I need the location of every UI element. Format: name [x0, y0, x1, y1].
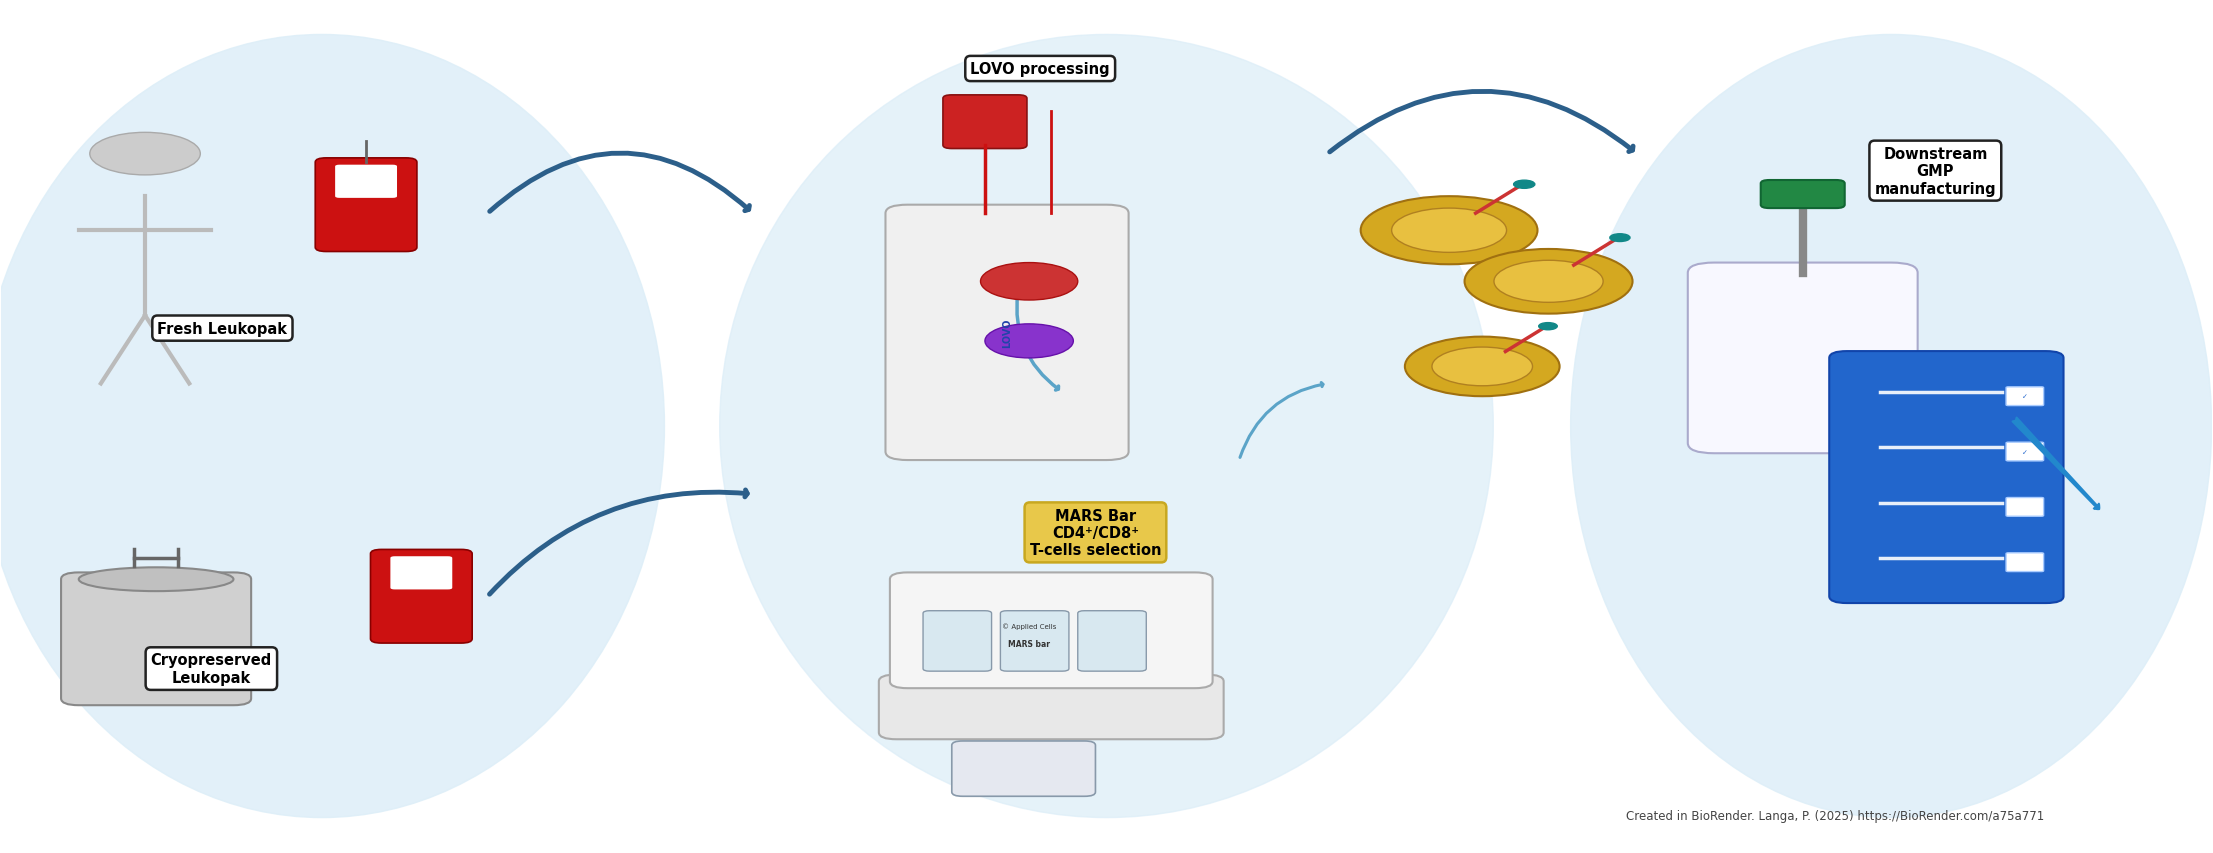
FancyBboxPatch shape — [1000, 611, 1069, 671]
Circle shape — [985, 324, 1073, 358]
Text: MARS bar: MARS bar — [1009, 639, 1051, 647]
FancyBboxPatch shape — [2005, 387, 2043, 406]
FancyBboxPatch shape — [1830, 351, 2063, 603]
Circle shape — [1361, 197, 1538, 265]
FancyBboxPatch shape — [885, 206, 1129, 461]
FancyBboxPatch shape — [314, 159, 416, 252]
Text: ✓: ✓ — [2023, 449, 2027, 455]
FancyBboxPatch shape — [879, 675, 1224, 740]
Circle shape — [1465, 250, 1633, 314]
FancyBboxPatch shape — [943, 96, 1027, 149]
FancyBboxPatch shape — [890, 572, 1213, 688]
FancyBboxPatch shape — [923, 611, 991, 671]
FancyBboxPatch shape — [370, 550, 471, 643]
Circle shape — [1405, 337, 1560, 397]
FancyBboxPatch shape — [1689, 264, 1919, 454]
FancyBboxPatch shape — [62, 572, 250, 705]
Ellipse shape — [1571, 35, 2211, 818]
Text: Downstream
GMP
manufacturing: Downstream GMP manufacturing — [1874, 147, 1996, 196]
Ellipse shape — [0, 35, 664, 818]
Text: MARS Bar
CD4⁺/CD8⁺
T-cells selection: MARS Bar CD4⁺/CD8⁺ T-cells selection — [1029, 508, 1162, 558]
Circle shape — [1538, 323, 1558, 330]
FancyBboxPatch shape — [389, 557, 451, 589]
Circle shape — [1494, 261, 1602, 303]
Text: ✓: ✓ — [2023, 394, 2027, 400]
Circle shape — [1392, 209, 1507, 253]
Circle shape — [1609, 235, 1631, 242]
Text: Created in BioRender. Langa, P. (2025) https://BioRender.com/a75a771: Created in BioRender. Langa, P. (2025) h… — [1627, 809, 2045, 821]
FancyBboxPatch shape — [2005, 554, 2043, 572]
Circle shape — [1514, 181, 1536, 189]
Ellipse shape — [719, 35, 1494, 818]
FancyBboxPatch shape — [334, 165, 396, 199]
Text: Cryopreserved
Leukopak: Cryopreserved Leukopak — [150, 653, 272, 685]
Text: © Applied Cells: © Applied Cells — [1002, 623, 1056, 630]
Ellipse shape — [80, 567, 232, 591]
FancyBboxPatch shape — [2005, 498, 2043, 517]
FancyBboxPatch shape — [1762, 181, 1846, 209]
Circle shape — [980, 264, 1078, 300]
FancyBboxPatch shape — [952, 741, 1095, 797]
FancyBboxPatch shape — [1078, 611, 1146, 671]
Text: LOVO: LOVO — [1002, 318, 1011, 348]
Text: Fresh Leukopak: Fresh Leukopak — [157, 322, 288, 336]
Text: LOVO processing: LOVO processing — [969, 62, 1111, 77]
Circle shape — [91, 133, 201, 176]
FancyBboxPatch shape — [2005, 443, 2043, 461]
Circle shape — [1432, 348, 1534, 386]
